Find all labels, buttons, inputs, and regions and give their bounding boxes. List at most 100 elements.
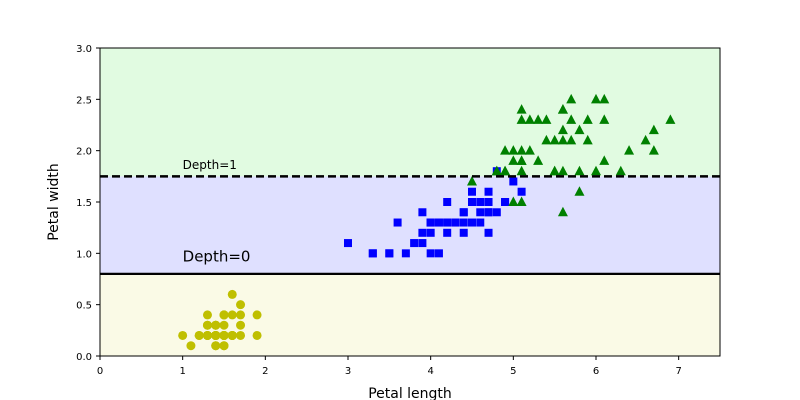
point-square-26 <box>492 208 501 217</box>
region-2 <box>100 48 720 177</box>
point-square-42 <box>426 228 435 237</box>
point-circle-42 <box>202 330 212 340</box>
point-triangle-2 <box>582 134 593 145</box>
point-square-41 <box>476 208 485 217</box>
point-circle-49 <box>211 330 221 340</box>
point-triangle-46 <box>508 155 519 165</box>
point-circle-37 <box>211 341 221 351</box>
x-tick-label: 7 <box>675 366 681 377</box>
point-square-5 <box>468 218 476 227</box>
point-triangle-6 <box>467 175 477 186</box>
point-circle-19 <box>219 320 229 330</box>
point-circle-43 <box>227 289 237 299</box>
point-triangle-3 <box>557 165 568 176</box>
point-triangle-25 <box>591 165 601 176</box>
point-square-45 <box>443 228 452 237</box>
point-triangle-7 <box>615 165 626 176</box>
point-square-40 <box>459 228 468 237</box>
x-tick-label: 3 <box>345 366 351 377</box>
point-square-23 <box>484 228 493 237</box>
point-triangle-17 <box>648 124 659 135</box>
point-triangle-32 <box>557 124 568 135</box>
point-square-43 <box>368 249 377 258</box>
point-circle-13 <box>186 341 196 351</box>
x-axis-ticks: 0 1 2 3 4 5 6 7 <box>97 356 682 377</box>
point-triangle-33 <box>516 196 527 206</box>
point-square-46 <box>443 218 452 227</box>
point-square-29 <box>385 249 394 258</box>
point-square-35 <box>468 187 476 196</box>
x-tick-label: 6 <box>593 366 599 377</box>
point-circle-24 <box>252 330 262 340</box>
point-circle-22 <box>178 330 188 340</box>
point-triangle-38 <box>491 165 502 176</box>
y-axis-ticks: 0.0 0.5 1.0 1.5 2.0 2.5 3.0 <box>76 44 100 363</box>
point-circle-48 <box>219 330 229 340</box>
point-square-34 <box>468 198 476 206</box>
data-points <box>178 93 676 351</box>
decision-regions <box>100 48 720 356</box>
point-triangle-34 <box>557 206 568 217</box>
point-circle-32 <box>219 341 229 351</box>
x-tick-label: 2 <box>262 366 268 377</box>
point-triangle-30 <box>599 155 610 165</box>
point-triangle-24 <box>566 134 577 145</box>
x-tick-label: 4 <box>427 366 433 377</box>
y-tick-label: 1.0 <box>76 249 92 260</box>
y-tick-label: 0.0 <box>76 352 92 363</box>
x-tick-label: 5 <box>510 366 516 377</box>
point-square-6 <box>484 187 493 196</box>
point-triangle-35 <box>599 114 610 124</box>
point-triangle-14 <box>516 104 527 114</box>
point-square-31 <box>401 249 410 258</box>
point-triangle-22 <box>648 145 659 155</box>
x-tick-label: 0 <box>97 366 103 377</box>
point-circle-46 <box>227 330 237 340</box>
y-tick-label: 2.5 <box>76 95 92 106</box>
point-square-27 <box>509 177 518 186</box>
point-circle-16 <box>202 310 212 320</box>
y-tick-label: 2.0 <box>76 147 92 158</box>
point-triangle-8 <box>574 165 585 176</box>
point-circle-35 <box>194 330 204 340</box>
point-triangle-4 <box>574 124 585 135</box>
point-circle-26 <box>227 310 237 320</box>
x-axis-label: Petal length <box>368 386 452 400</box>
y-tick-label: 1.5 <box>76 198 92 209</box>
point-triangle-37 <box>549 165 560 176</box>
point-triangle-0 <box>591 93 601 104</box>
point-triangle-44 <box>566 93 577 104</box>
point-triangle-45 <box>524 114 535 124</box>
point-circle-31 <box>219 310 229 320</box>
point-circle-18 <box>236 320 246 330</box>
point-square-12 <box>426 249 435 258</box>
point-circle-23 <box>236 300 246 310</box>
point-square-25 <box>459 208 468 217</box>
point-circle-41 <box>202 320 212 330</box>
y-axis-label: Petal width <box>46 163 62 241</box>
x-tick-label: 1 <box>179 366 185 377</box>
boundary-label-1: Depth=1 <box>183 158 237 172</box>
point-triangle-41 <box>516 114 527 124</box>
point-square-30 <box>410 239 419 248</box>
point-triangle-11 <box>533 155 544 165</box>
point-square-22 <box>501 198 510 206</box>
point-triangle-40 <box>557 104 568 114</box>
point-square-33 <box>517 187 526 196</box>
point-triangle-19 <box>508 196 519 206</box>
point-triangle-49 <box>516 165 527 176</box>
point-square-19 <box>418 239 427 248</box>
point-triangle-10 <box>516 145 527 155</box>
point-triangle-43 <box>582 114 593 124</box>
point-triangle-29 <box>574 186 585 196</box>
point-square-36 <box>484 198 493 206</box>
point-triangle-28 <box>557 134 568 145</box>
point-square-47 <box>451 218 460 227</box>
point-triangle-27 <box>500 165 511 176</box>
point-triangle-42 <box>516 155 527 165</box>
point-triangle-9 <box>599 93 610 104</box>
boundary-label-0: Depth=0 <box>183 248 251 266</box>
point-square-4 <box>476 198 485 206</box>
point-triangle-20 <box>566 114 577 124</box>
point-square-11 <box>443 198 452 206</box>
